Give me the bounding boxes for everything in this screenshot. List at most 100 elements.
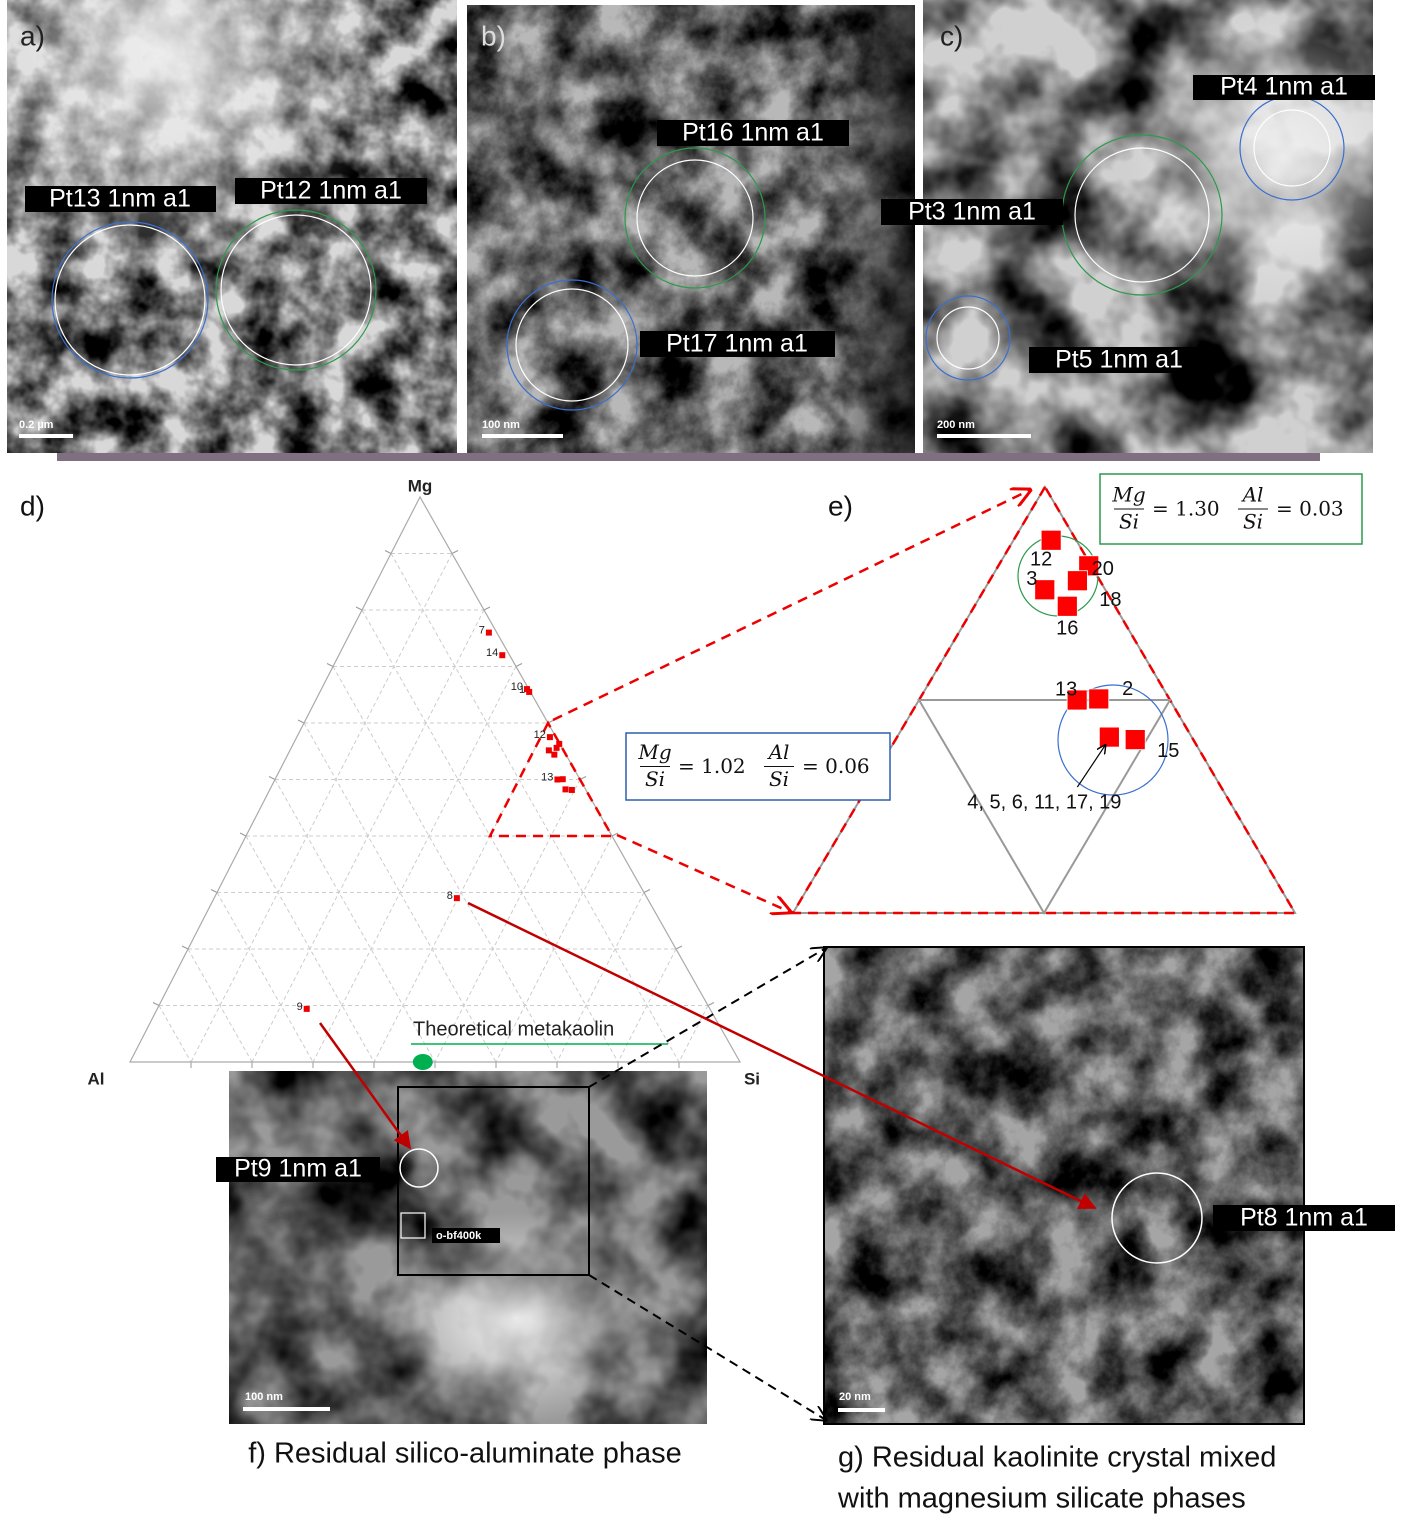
point-label: 7 [479, 625, 485, 637]
ratio-value: = 0.03 [1276, 497, 1344, 521]
data-point [559, 776, 566, 783]
caption: g) Residual kaolinite crystal mixed [838, 1442, 1276, 1474]
panel-letter: e) [828, 490, 853, 521]
point-label: 2 [1122, 678, 1133, 700]
zoom-connector [588, 1274, 826, 1420]
zoom-connector [552, 490, 1030, 722]
reference-point [412, 1054, 433, 1070]
point-label: Pt4 1nm a1 [1220, 73, 1348, 101]
data-point [1056, 595, 1078, 617]
grid-line [187, 948, 253, 1063]
tick-mark [451, 550, 459, 554]
fraction-num: Al [767, 740, 790, 764]
data-point [453, 895, 460, 902]
zoom-connector [616, 833, 790, 912]
scale-bar-label: 100 nm [482, 419, 520, 431]
data-point [568, 786, 575, 793]
data-point [303, 1005, 310, 1012]
point-label: 3 [1026, 568, 1037, 590]
data-point [1034, 579, 1056, 601]
point-label: 4, 5, 6, 11, 17, 19 [967, 791, 1121, 813]
data-point [1066, 689, 1088, 711]
caption: f) Residual silico-aluminate phase [248, 1438, 682, 1470]
grid-line [678, 1005, 709, 1063]
point-label: Pt3 1nm a1 [908, 198, 1036, 226]
data-point [485, 629, 492, 636]
grid-line [495, 835, 613, 1063]
point-label: 12 [1030, 549, 1052, 571]
tick-mark [355, 606, 363, 611]
point-label: Pt17 1nm a1 [666, 330, 808, 358]
data-point [526, 688, 533, 695]
data-point [553, 744, 560, 751]
point-label: Pt9 1nm a1 [234, 1155, 362, 1183]
data-point [562, 786, 569, 793]
tick-mark [483, 606, 491, 611]
ratio-value: = 1.02 [678, 754, 746, 778]
tick-mark [239, 832, 247, 837]
data-point [1067, 570, 1088, 592]
data-point [1040, 529, 1062, 551]
grid-line [312, 666, 517, 1063]
point-label: 16 [1056, 618, 1078, 640]
point-label: 20 [1092, 558, 1114, 580]
data-point [556, 740, 563, 747]
point-label: 13 [1055, 678, 1077, 700]
scale-bar-label: 20 nm [839, 1391, 871, 1403]
data-point [554, 776, 561, 783]
tick-mark [384, 550, 392, 554]
ratio-value: = 0.06 [802, 754, 870, 778]
fraction-den: Si [1119, 510, 1139, 534]
tick-mark [611, 832, 619, 837]
panel-letter: b) [481, 20, 506, 51]
caption: with magnesium silicate phases [837, 1483, 1246, 1515]
grid-line [245, 835, 375, 1063]
tick-mark [675, 945, 683, 950]
micrograph-g: Pt8 1nm a1 20 nm [823, 946, 1395, 1425]
panel-letter: a) [20, 20, 45, 51]
grid-line [556, 892, 645, 1063]
fraction-den: Si [769, 767, 789, 791]
apex-label: Mg [408, 476, 433, 495]
reference-label: Theoretical metakaolin [413, 1018, 614, 1040]
point-label: 12 [534, 729, 546, 741]
fraction-num: Mg [1111, 483, 1145, 507]
panel-letter: c) [940, 20, 963, 51]
data-point [1098, 726, 1120, 748]
tick-mark [515, 663, 523, 667]
micrograph-b: Pt16 1nm a1 Pt17 1nm a1 100 nm b) [467, 5, 915, 453]
fraction-num: Al [1241, 483, 1264, 507]
scale-bar-label: 200 nm [937, 419, 975, 431]
zoom-connector [588, 948, 826, 1088]
grid-line [190, 553, 453, 1063]
point-label: 9 [297, 1001, 303, 1013]
point-label: 8 [447, 890, 453, 902]
point-arrow [318, 1022, 412, 1150]
fraction-den: Si [1243, 510, 1263, 534]
panel-letter: d) [20, 490, 45, 521]
tick-mark [268, 776, 276, 780]
point-label: Pt13 1nm a1 [49, 185, 191, 213]
grid-line [332, 666, 558, 1063]
data-point [546, 734, 553, 741]
grid-line [617, 948, 677, 1063]
point-label: 1 [519, 684, 525, 696]
apex-label: Si [744, 1069, 760, 1088]
divider [57, 453, 1320, 461]
ratio-value: = 1.30 [1152, 497, 1220, 521]
tick-mark [643, 889, 651, 893]
apex-label: Al [88, 1069, 105, 1088]
scale-bar-label: 0.2 µm [19, 419, 54, 431]
point-label: 15 [1157, 740, 1179, 762]
fraction-den: Si [645, 767, 665, 791]
label-arrow [1076, 745, 1105, 788]
data-point [545, 747, 552, 754]
grid-line [158, 1005, 192, 1063]
group-circle [1057, 684, 1169, 796]
grid-line [434, 779, 581, 1063]
point-label: Pt12 1nm a1 [260, 177, 402, 205]
tick-mark [152, 1002, 160, 1006]
point-label: Pt16 1nm a1 [682, 119, 824, 147]
